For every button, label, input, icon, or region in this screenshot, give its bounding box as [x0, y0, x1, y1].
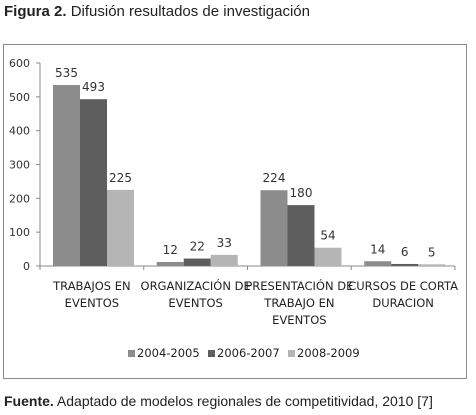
bar — [260, 190, 288, 266]
data-label: 225 — [109, 171, 132, 185]
chart-frame — [3, 44, 467, 379]
category-label: TRABAJO EN — [263, 296, 334, 310]
legend-swatch — [288, 350, 295, 357]
data-label: 14 — [370, 242, 385, 256]
bar — [364, 261, 392, 266]
legend-label: 2008-2009 — [297, 346, 360, 360]
legend-label: 2004-2005 — [137, 346, 200, 360]
category-label: EVENTOS — [168, 296, 222, 310]
y-tick-label: 0 — [23, 260, 30, 273]
bar — [183, 258, 211, 266]
category-label: ORGANIZACIÓN DE — [141, 278, 251, 293]
bar — [156, 261, 184, 266]
category-label: TRABAJOS EN — [52, 279, 130, 293]
y-tick-label: 600 — [9, 57, 30, 70]
category-label: CURSOS DE CORTA — [348, 279, 458, 293]
legend-swatch — [128, 350, 135, 357]
category-label: EVENTOS — [272, 313, 326, 327]
source-text: Adaptado de modelos regionales de compet… — [56, 393, 433, 409]
data-label: 180 — [290, 186, 313, 200]
y-tick-label: 400 — [9, 125, 30, 138]
bar — [80, 99, 107, 267]
data-label: 12 — [163, 243, 178, 257]
data-label: 224 — [263, 171, 286, 185]
bar — [210, 254, 238, 266]
category-label: PRESENTACIÓN DE — [245, 278, 353, 293]
bar — [418, 264, 446, 266]
category-label: EVENTOS — [65, 296, 119, 310]
data-label: 22 — [190, 240, 205, 254]
legend-swatch — [208, 350, 215, 357]
data-label: 535 — [55, 66, 78, 80]
figure-label: Figura 2. — [4, 3, 67, 20]
data-label: 5 — [428, 245, 436, 259]
data-label: 54 — [320, 229, 335, 243]
source-label: Fuente. — [4, 393, 54, 409]
y-tick-label: 200 — [9, 192, 30, 205]
bar — [314, 247, 342, 266]
source-caption: Fuente. Adaptado de modelos regionales d… — [4, 393, 433, 409]
y-tick-label: 500 — [9, 91, 30, 104]
bar — [53, 84, 80, 266]
data-label: 33 — [217, 236, 232, 250]
legend-label: 2006-2007 — [217, 346, 280, 360]
figure-caption: Figura 2. Difusión resultados de investi… — [4, 3, 310, 20]
figure-title: Difusión resultados de investigación — [70, 3, 310, 20]
bar — [107, 189, 134, 266]
bar — [391, 263, 419, 266]
y-tick-label: 300 — [9, 159, 30, 172]
y-tick-label: 100 — [9, 226, 30, 239]
data-label: 6 — [401, 245, 409, 259]
data-label: 493 — [82, 80, 105, 94]
bar — [287, 205, 315, 266]
category-label: DURACION — [372, 296, 434, 310]
